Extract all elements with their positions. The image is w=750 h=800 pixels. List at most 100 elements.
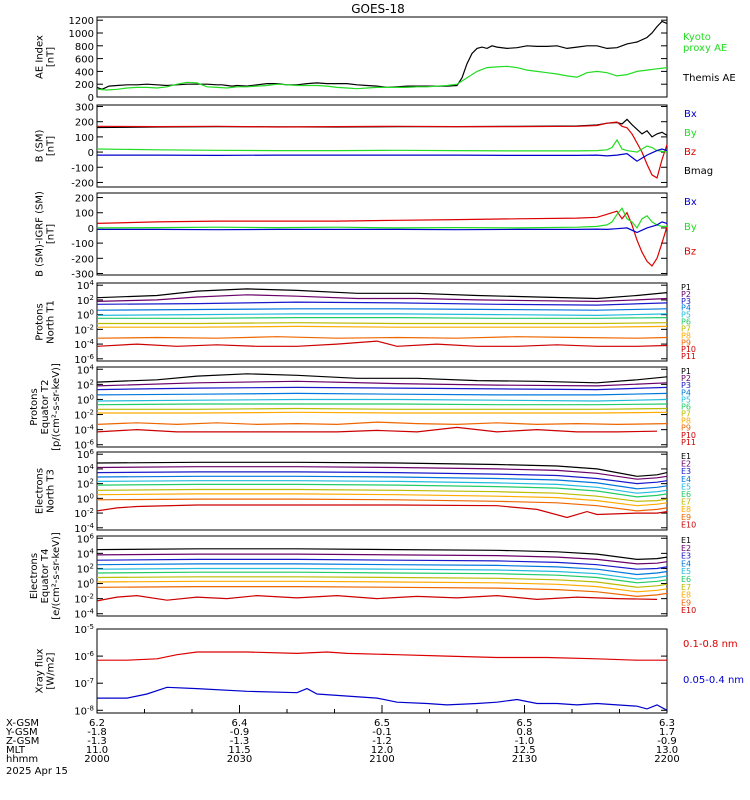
legend-label-ee: E6 (681, 575, 691, 584)
legend-label-pe: P6 (681, 402, 691, 411)
legend-label-ae: Themis AE (682, 73, 736, 84)
y-axis-label-pn: North T1 (46, 300, 57, 344)
series-line-pe-p9 (96, 421, 668, 426)
panel-frame-pn (96, 282, 668, 362)
legend-label-pe: P5 (681, 395, 691, 404)
series-line-pn-p8 (97, 325, 668, 328)
x-row-label: Z-GSM (6, 736, 39, 747)
legend-label-pe: P1 (681, 367, 691, 376)
legend-label-pn: P3 (681, 297, 691, 306)
y-tick-label-pn: 100 (77, 309, 94, 322)
y-tick-label-xray: 10-7 (74, 677, 94, 690)
x-row-value: 2030 (227, 754, 252, 765)
x-row-value: -0.1 (372, 727, 392, 738)
series-line-ee-e6 (96, 571, 668, 584)
legend-label-en: E9 (681, 513, 691, 522)
legend-label-en: E2 (681, 460, 691, 469)
series-line-pn-p4 (96, 308, 668, 311)
y-tick-label-en: 102 (77, 478, 94, 491)
legend-label-pe: P10 (681, 431, 696, 440)
series-line-bsm-bmag (96, 118, 668, 138)
y-tick-label-ae: 200 (75, 80, 94, 91)
y-tick-label-ee: 102 (77, 562, 94, 575)
y-tick-label-pe: 100 (77, 393, 94, 406)
y-axis-label-ee: Electrons (29, 553, 40, 599)
series-line-ee-e10 (96, 594, 658, 602)
series-line-bsm-by (96, 138, 668, 153)
y-axis-label-pe: [p/(cm²-s-sr-keV)] (51, 363, 62, 451)
series-line-pn-p7 (97, 322, 668, 325)
y-axis-label-ae: [nT] (46, 47, 57, 67)
y-tick-label-en: 10-4 (74, 522, 94, 535)
panel-frame-bsm (96, 104, 668, 188)
y-tick-label-ae: 400 (75, 67, 94, 78)
x-row-value: -0.9 (230, 727, 250, 738)
x-row-value: 12.0 (371, 745, 393, 756)
y-axis-label-pn: Protons (35, 303, 46, 340)
panel-frame-bigrf (96, 192, 668, 276)
legend-label-ee: E4 (681, 559, 691, 568)
series-line-ee-e3 (96, 558, 668, 570)
series-line-pn-p10 (96, 340, 668, 347)
legend-label-pe: P4 (681, 388, 691, 397)
x-row-value: 6.5 (374, 718, 390, 729)
legend-label-ee: E5 (681, 567, 691, 576)
series-line-xray-0-1-0-8-nm (97, 651, 667, 661)
y-tick-label-xray: 10-5 (74, 623, 94, 636)
x-row-value: -1.3 (230, 736, 250, 747)
series-line-en-e5 (96, 480, 668, 494)
y-tick-label-bigrf: -200 (71, 254, 94, 265)
legend-label-pe: P3 (681, 381, 691, 390)
y-axis-label-xray: Xray flux (35, 649, 46, 694)
y-tick-label-bigrf: 200 (75, 194, 94, 205)
y-tick-label-ee: 10-4 (74, 608, 94, 621)
series-line-en-e9 (96, 498, 668, 512)
y-axis-label-bsm: [nT] (46, 136, 57, 156)
series-line-pe-p3 (96, 386, 668, 391)
legend-label-en: E5 (681, 482, 691, 491)
y-tick-label-pn: 10-4 (74, 338, 94, 351)
y-tick-label-bsm: 200 (75, 118, 94, 129)
x-row-value: 2200 (654, 754, 679, 765)
y-tick-label-xray: 10-8 (74, 704, 94, 717)
legend-label-pe: P11 (681, 438, 696, 447)
series-line-en-e1 (96, 461, 668, 477)
y-axis-label-pe: Protons (29, 388, 40, 425)
legend-label-ee: E9 (681, 598, 691, 607)
series-line-pn-p5 (96, 313, 668, 317)
y-axis-label-bsm: B (SM) (35, 129, 46, 162)
y-tick-label-ee: 106 (77, 532, 95, 545)
legend-label-ee: E7 (681, 583, 691, 592)
y-tick-label-en: 100 (77, 492, 94, 505)
legend-label-en: E10 (681, 520, 696, 529)
x-row-value: 0.8 (517, 727, 533, 738)
legend-label-bsm: Bz (684, 147, 696, 158)
x-row-label: MLT (6, 745, 26, 756)
series-line-en-e10 (96, 504, 668, 519)
y-tick-label-en: 104 (77, 463, 95, 476)
legend-label-pe: P2 (681, 374, 691, 383)
series-line-pn-p2 (96, 294, 668, 303)
series-line-pe-p6 (96, 403, 668, 406)
series-line-bsm-bx (97, 148, 668, 162)
series-line-ee-e5 (96, 567, 668, 580)
series-line-ae-kyoto-proxy-ae (96, 65, 668, 91)
series-line-pe-p7 (97, 407, 668, 410)
series-line-ee-e4 (96, 563, 668, 576)
series-line-pe-p10 (96, 426, 658, 433)
y-tick-label-ae: 1200 (69, 16, 94, 27)
panel-frame-ae (96, 16, 668, 98)
y-tick-label-ee: 104 (77, 547, 95, 560)
y-tick-label-ee: 100 (77, 578, 94, 591)
x-row-value: -1.0 (515, 736, 535, 747)
series-line-bsm-bz (96, 121, 668, 179)
legend-label-pe: P7 (681, 410, 691, 419)
series-line-bigrf-bx (97, 221, 668, 234)
series-line-en-e4 (96, 475, 668, 490)
x-row-value: 6.5 (517, 718, 533, 729)
legend-label-ae: Kyoto (683, 32, 711, 43)
y-tick-label-bsm: -200 (71, 178, 94, 189)
legend-label-pn: P7 (681, 324, 691, 333)
